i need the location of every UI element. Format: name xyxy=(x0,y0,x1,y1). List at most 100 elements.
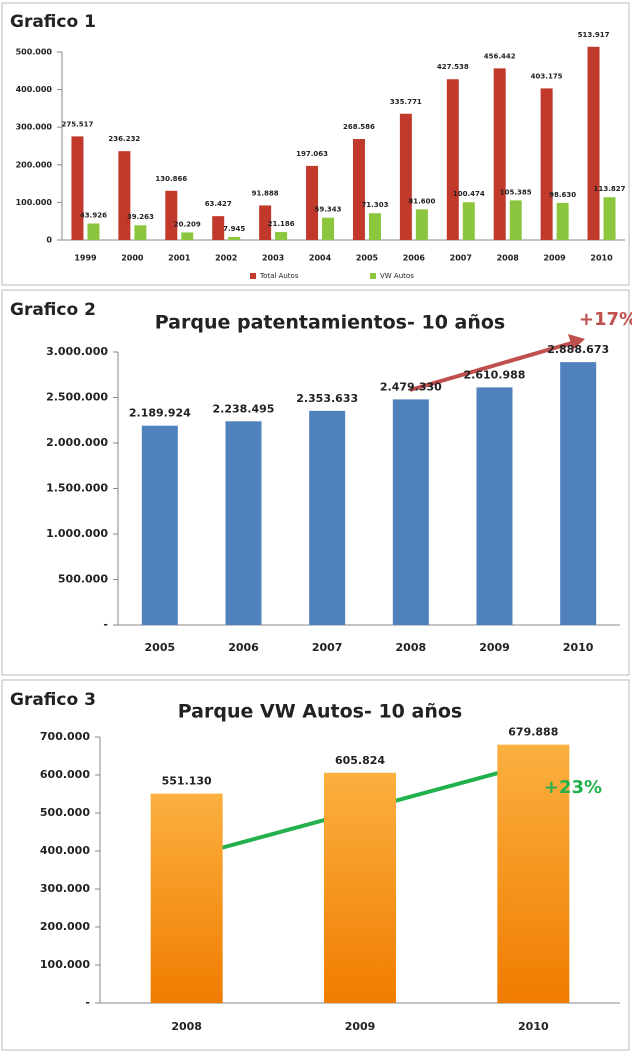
legend-swatch xyxy=(250,273,256,279)
legend-label: VW Autos xyxy=(380,272,414,280)
value-label: 63.427 xyxy=(205,200,232,208)
value-label: 2.479.330 xyxy=(380,380,442,393)
x-tick-label: 2008 xyxy=(396,641,427,654)
value-label: 2.888.673 xyxy=(547,343,609,356)
x-tick-label: 2010 xyxy=(590,254,613,263)
value-label: 20.209 xyxy=(174,220,201,228)
bar xyxy=(228,237,241,240)
value-label: 2.610.988 xyxy=(464,368,526,381)
value-label: 335.771 xyxy=(390,98,422,106)
annotation: +23% xyxy=(544,777,602,798)
value-label: 551.130 xyxy=(162,775,212,788)
y-tick-label: 600.000 xyxy=(40,768,90,781)
y-tick-label: - xyxy=(103,618,108,631)
x-tick-label: 2010 xyxy=(518,1020,549,1033)
x-tick-label: 2008 xyxy=(171,1020,202,1033)
value-label: 105.385 xyxy=(500,188,532,196)
y-tick-label: 500.000 xyxy=(40,806,90,819)
panel-label: Grafico 1 xyxy=(10,12,96,32)
x-tick-label: 2008 xyxy=(497,254,520,263)
bar xyxy=(118,151,131,240)
x-tick-label: 2007 xyxy=(450,254,472,263)
bar xyxy=(476,387,513,625)
value-label: 456.442 xyxy=(484,52,516,60)
value-label: 2.353.633 xyxy=(296,392,358,405)
bar xyxy=(446,79,459,240)
value-label: 71.303 xyxy=(361,201,388,209)
value-label: 91.888 xyxy=(252,189,279,197)
x-tick-label: 2006 xyxy=(228,641,259,654)
y-tick-label: 2.500.000 xyxy=(46,391,108,404)
bar xyxy=(87,223,100,240)
bar xyxy=(560,362,597,625)
x-tick-label: 2000 xyxy=(121,254,144,263)
y-tick-label: 0 xyxy=(46,236,52,245)
arrow-head xyxy=(568,334,585,350)
value-label: 100.474 xyxy=(453,190,485,198)
x-tick-label: 2007 xyxy=(312,641,343,654)
bar xyxy=(509,200,522,240)
annotation: +17% xyxy=(579,309,632,330)
legend-swatch xyxy=(370,273,376,279)
value-label: 236.232 xyxy=(108,135,140,143)
bar xyxy=(225,421,262,625)
bar xyxy=(306,165,319,240)
value-label: 59.343 xyxy=(315,206,342,214)
x-tick-label: 2002 xyxy=(215,254,237,263)
y-tick-label: 2.000.000 xyxy=(46,436,108,449)
value-label: 403.175 xyxy=(531,72,563,80)
y-tick-label: 500.000 xyxy=(16,48,53,57)
x-tick-label: 2006 xyxy=(403,254,426,263)
bar xyxy=(181,232,194,240)
bar xyxy=(493,68,506,240)
y-tick-label: 500.000 xyxy=(58,573,108,586)
y-tick-label: 1.500.000 xyxy=(46,482,108,495)
y-tick-label: 300.000 xyxy=(40,882,90,895)
y-tick-label: 3.000.000 xyxy=(46,345,108,358)
value-label: 81.600 xyxy=(408,197,435,205)
value-label: 39.263 xyxy=(127,213,154,221)
value-label: 2.238.495 xyxy=(213,402,275,415)
value-label: 513.917 xyxy=(578,31,610,39)
bar xyxy=(275,232,288,240)
bar xyxy=(212,216,225,240)
bar xyxy=(399,113,412,240)
value-label: 113.827 xyxy=(594,185,626,193)
value-label: 197.063 xyxy=(296,150,328,158)
panel xyxy=(1,2,630,286)
value-label: 2.189.924 xyxy=(129,407,191,420)
x-tick-label: 2003 xyxy=(262,254,284,263)
bar xyxy=(134,225,147,240)
bar xyxy=(392,399,429,625)
value-label: 679.888 xyxy=(508,726,558,739)
y-tick-label: 100.000 xyxy=(40,958,90,971)
bar xyxy=(71,136,84,240)
y-tick-label: 400.000 xyxy=(16,85,53,94)
y-tick-label: 400.000 xyxy=(40,844,90,857)
y-tick-label: 1.000.000 xyxy=(46,527,108,540)
bar xyxy=(141,425,178,625)
value-label: 427.538 xyxy=(437,63,469,71)
y-tick-label: 200.000 xyxy=(16,160,53,169)
x-tick-label: 2001 xyxy=(168,254,191,263)
panel-label: Grafico 3 xyxy=(10,690,96,710)
x-tick-label: 2009 xyxy=(345,1020,376,1033)
bar xyxy=(587,46,600,240)
x-tick-label: 2010 xyxy=(563,641,594,654)
x-tick-label: 2005 xyxy=(145,641,176,654)
legend-label: Total Autos xyxy=(259,272,299,280)
value-label: 130.866 xyxy=(155,175,187,183)
value-label: 21.186 xyxy=(268,220,295,228)
value-label: 43.926 xyxy=(80,211,107,219)
x-tick-label: 2005 xyxy=(356,254,379,263)
bar xyxy=(540,88,553,241)
x-tick-label: 2009 xyxy=(543,254,566,263)
bar xyxy=(150,793,223,1003)
bar xyxy=(556,202,569,240)
y-tick-label: 200.000 xyxy=(40,920,90,933)
bar xyxy=(324,772,396,1003)
value-label: 7.945 xyxy=(223,225,245,233)
bar xyxy=(462,202,475,240)
y-tick-label: 300.000 xyxy=(16,123,53,132)
